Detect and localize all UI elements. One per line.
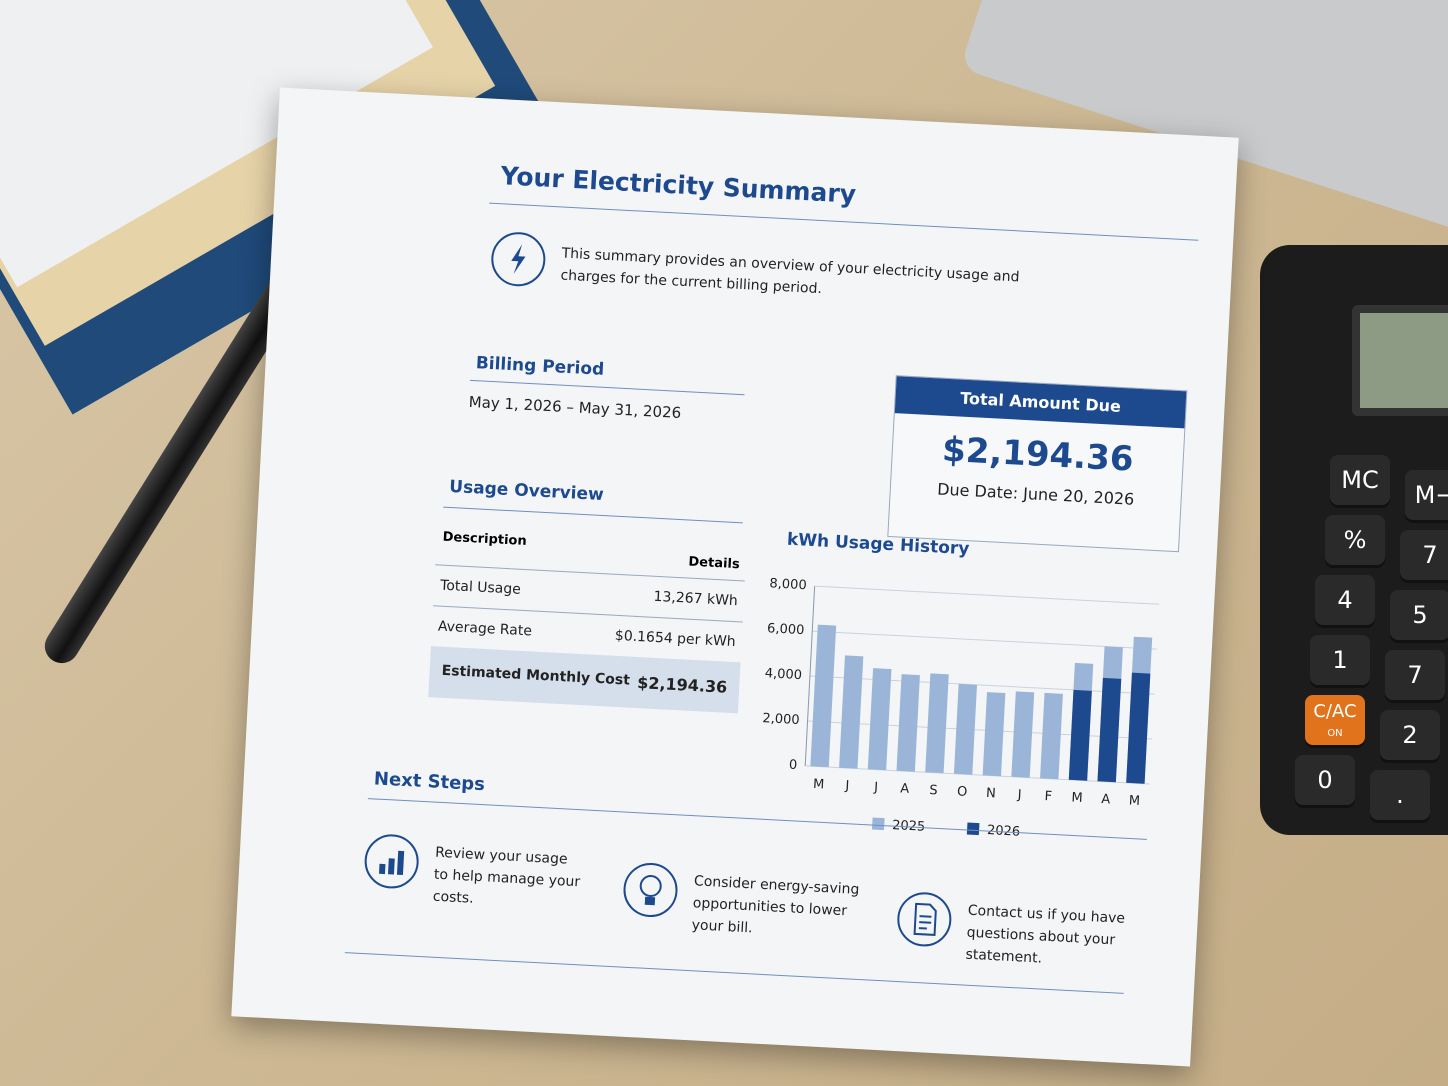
document: Your Electricity Summary This summary pr… xyxy=(231,87,1239,1067)
cell: 13,267 kWh xyxy=(653,588,739,610)
bar xyxy=(839,655,864,769)
step: Review your usage to help manage your co… xyxy=(432,844,581,907)
cell: Estimated Monthly Cost xyxy=(441,662,631,689)
y-axis xyxy=(804,586,816,766)
grid-line xyxy=(807,720,1153,740)
title-rule xyxy=(489,202,1199,241)
legend-swatch xyxy=(871,817,885,831)
usage-rule xyxy=(443,506,743,524)
y-tick-label: 8,000 xyxy=(769,576,807,593)
bulb xyxy=(639,875,662,906)
cell: $0.1654 per kWh xyxy=(614,627,737,651)
document-icon xyxy=(913,902,937,936)
calculator-key[interactable]: 7 xyxy=(1400,530,1448,580)
calculator-key[interactable]: C/AC ON xyxy=(1305,695,1365,745)
x-tick-label: N xyxy=(986,786,997,801)
x-tick-label: M xyxy=(813,777,825,793)
column-header: Details xyxy=(688,554,741,573)
bar xyxy=(1040,692,1063,780)
calculator-key[interactable]: 5 xyxy=(1390,590,1448,640)
grid-line xyxy=(805,765,1150,785)
total-box: Total Amount Due $2,194.36 Due Date: Jun… xyxy=(887,375,1188,553)
y-tick-label: 4,000 xyxy=(764,666,802,683)
usage-title: Usage Overview xyxy=(448,476,605,506)
x-tick-label: A xyxy=(900,781,910,796)
column-header: Description xyxy=(442,529,528,550)
calculator-key[interactable]: M− xyxy=(1405,470,1448,520)
x-tick-label: M xyxy=(1128,793,1140,809)
bolt-icon xyxy=(489,230,547,288)
calculator-screen xyxy=(1352,305,1448,416)
billing-rule xyxy=(469,379,745,396)
bar xyxy=(1011,691,1035,778)
x-tick-label: M xyxy=(1071,790,1083,806)
bar xyxy=(810,624,837,768)
x-tick-label: F xyxy=(1044,789,1052,804)
total-label: Total Amount Due xyxy=(894,376,1187,429)
chart: 02,0004,0006,0008,000MJJASONJFMAM2025202… xyxy=(762,576,1160,840)
cell: $2,194.36 xyxy=(636,673,728,697)
bar xyxy=(1068,689,1092,781)
bars-icon xyxy=(378,850,405,876)
bar xyxy=(896,674,920,772)
on-label: ON xyxy=(1327,728,1343,739)
intro: This summary provides an overview of you… xyxy=(560,245,1020,298)
x-tick-label: O xyxy=(957,784,968,800)
due-date: Due Date: June 20, 2026 xyxy=(936,479,1135,509)
grid-line xyxy=(812,630,1157,650)
legend-swatch xyxy=(966,822,980,836)
bar xyxy=(867,668,892,771)
calculator-key[interactable]: 4 xyxy=(1315,575,1375,625)
bar xyxy=(1097,677,1122,783)
cell: Average Rate xyxy=(437,618,533,640)
calculator-key[interactable]: 7 xyxy=(1385,650,1445,700)
calculator-key[interactable]: 0 xyxy=(1295,755,1355,805)
bar xyxy=(1126,672,1151,784)
x-tick-label: A xyxy=(1101,792,1111,807)
x-tick-label: S xyxy=(929,783,938,798)
cell: Total Usage xyxy=(439,577,522,598)
bulb-icon xyxy=(622,861,679,919)
calculator: MC M−% 7 4 5 1 7 C/AC ON 2 0. xyxy=(1260,245,1448,835)
usage-table: Description Details Total Usage 13,267 k… xyxy=(428,521,748,714)
bar xyxy=(925,673,949,774)
bolt xyxy=(511,244,526,274)
calculator-key[interactable]: MC xyxy=(1330,455,1390,505)
x-tick-label: J xyxy=(873,780,879,795)
grid-line xyxy=(809,675,1155,695)
y-tick-label: 2,000 xyxy=(762,711,800,728)
billing-label: Billing Period xyxy=(475,353,605,380)
title: Your Electricity Summary xyxy=(499,161,857,209)
calculator-key[interactable]: % xyxy=(1325,515,1385,565)
grid-line xyxy=(814,585,1160,605)
calculator-key[interactable]: . xyxy=(1370,770,1430,820)
x-tick-label: J xyxy=(1016,788,1022,803)
calculator-key[interactable]: 1 xyxy=(1310,635,1370,685)
x-tick-label: J xyxy=(844,779,850,794)
chart-icon xyxy=(363,833,421,890)
y-tick-label: 6,000 xyxy=(767,621,805,638)
next-title: Next Steps xyxy=(373,768,486,796)
bar xyxy=(982,692,1006,777)
step: Contact us if you have questions about y… xyxy=(965,902,1126,967)
total-amount: $2,194.36 xyxy=(941,429,1135,480)
step: Consider energy-saving opportunities to … xyxy=(691,873,860,937)
billing-dates: May 1, 2026 – May 31, 2026 xyxy=(468,392,682,422)
bar xyxy=(953,683,978,775)
y-tick-label: 0 xyxy=(789,758,798,773)
doc-icon xyxy=(895,891,953,948)
calculator-key[interactable]: 2 xyxy=(1380,710,1440,760)
